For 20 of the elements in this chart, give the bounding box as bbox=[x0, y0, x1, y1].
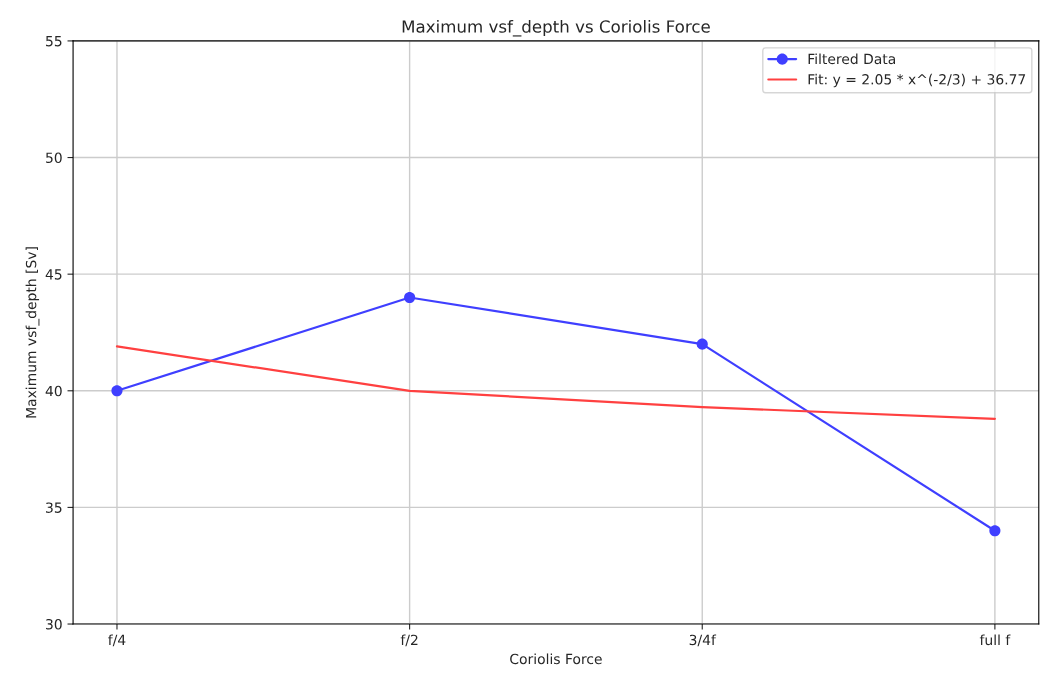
y-tick-label: 45 bbox=[45, 269, 62, 280]
line-series bbox=[115, 345, 996, 420]
y-tick-label: 40 bbox=[45, 385, 62, 397]
point bbox=[404, 291, 416, 304]
y-axis-title: Maximum vsf_depth [Sv] bbox=[25, 247, 40, 418]
y-tick-label: 35 bbox=[46, 502, 62, 513]
y-tick-label: 30 bbox=[46, 619, 62, 630]
legend-label: Filtered Data bbox=[808, 53, 895, 65]
x-tick-label: full f bbox=[979, 634, 1011, 646]
legend-label: Fit: y = 2.05 * x^(-2/3) + 36.77 bbox=[808, 73, 1026, 88]
y-tick-label: 55 bbox=[46, 36, 62, 47]
y-tick-label: 50 bbox=[46, 152, 62, 164]
chart-title: Maximum vsf_depth vs Coriolis Force bbox=[402, 19, 710, 37]
x-tick-label: 3/4f bbox=[689, 634, 717, 647]
point bbox=[989, 525, 1001, 537]
point bbox=[111, 385, 123, 397]
x-axis-title: Coriolis Force bbox=[510, 653, 602, 665]
x-tick-label: f/4 bbox=[108, 634, 126, 647]
point bbox=[696, 338, 708, 350]
x-tick-label: f/2 bbox=[400, 634, 418, 647]
